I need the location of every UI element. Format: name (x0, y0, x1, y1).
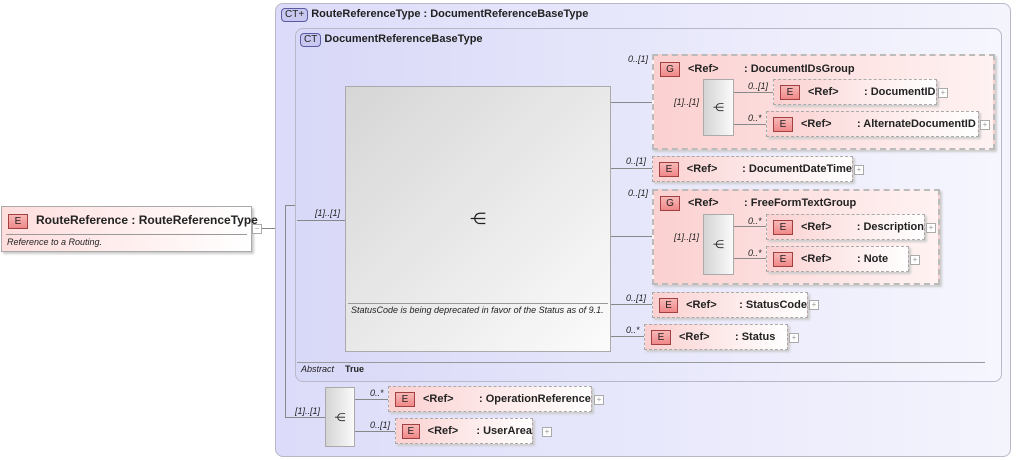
ref-label: <Ref> (427, 425, 459, 437)
element-description[interactable]: E <Ref> : Description (766, 214, 925, 240)
ref-label: <Ref> (679, 331, 710, 343)
ref-label: <Ref> (688, 197, 719, 209)
cardinality: 0..[1] (370, 420, 391, 430)
sequence-icon: ⋲ (713, 102, 724, 114)
element-status[interactable]: E <Ref> : Status (644, 324, 788, 350)
element-name: : OperationReference (479, 393, 591, 405)
element-name: : AlternateDocumentID (857, 118, 976, 130)
group-header: G <Ref> : DocumentIDsGroup (654, 56, 855, 82)
ref-label: <Ref> (801, 118, 832, 130)
element-badge: E (402, 423, 420, 439)
cardinality: [1]..[1] (315, 208, 341, 218)
expand-toggle[interactable]: + (542, 427, 552, 437)
element-name: : StatusCode (739, 299, 807, 311)
outer-type-title: RouteReferenceType : DocumentReferenceBa… (311, 8, 589, 20)
inner-type-title: DocumentReferenceBaseType (324, 33, 483, 45)
cardinality: 0..* (748, 113, 762, 123)
cardinality: 0..* (370, 388, 384, 398)
ref-label: <Ref> (801, 253, 832, 265)
root-description: Reference to a Routing. (7, 237, 103, 247)
sequence-compositor[interactable]: ⋲ (325, 387, 355, 447)
element-badge: E (8, 214, 28, 229)
element-name: : UserArea (476, 425, 532, 437)
sequence-compositor[interactable]: ⋲ (703, 79, 734, 136)
cardinality: 0..[1] (626, 293, 647, 303)
ref-label: <Ref> (808, 86, 839, 98)
cardinality: [1]..[1] (674, 232, 700, 242)
inner-title: CT DocumentReferenceBaseType (300, 33, 483, 47)
element-name: : DocumentID (864, 86, 936, 98)
element-operation-reference[interactable]: E <Ref> : OperationReference (388, 386, 592, 412)
expand-toggle[interactable]: + (789, 333, 799, 343)
sequence-compositor[interactable]: ⋲ (703, 214, 734, 275)
abstract-value: True (345, 364, 365, 374)
cardinality: 0..[1] (628, 54, 649, 64)
element-document-id[interactable]: E <Ref> : DocumentID (773, 79, 937, 105)
element-name: : Status (735, 331, 776, 343)
group-badge: G (660, 61, 680, 77)
abstract-label: Abstract (301, 364, 335, 374)
collapse-toggle[interactable]: − (252, 224, 262, 234)
outer-title: CT+ RouteReferenceType : DocumentReferen… (281, 8, 588, 22)
element-badge: E (773, 116, 793, 132)
element-user-area[interactable]: E <Ref> : UserArea (395, 418, 533, 444)
group-header: G <Ref> : FreeFormTextGroup (654, 190, 856, 216)
element-alternate-document-id[interactable]: E <Ref> : AlternateDocumentID (766, 111, 979, 137)
sequence-compositor[interactable]: ⋲ (345, 86, 611, 352)
expand-toggle[interactable]: + (809, 300, 819, 310)
sequence-icon: ⋲ (334, 411, 346, 424)
ct-badge: CT (300, 33, 322, 47)
element-badge: E (659, 297, 679, 313)
expand-toggle[interactable]: + (594, 395, 604, 405)
element-badge: E (651, 329, 671, 345)
expand-toggle[interactable]: + (980, 120, 990, 130)
element-badge: E (773, 219, 793, 235)
expand-toggle[interactable]: + (938, 88, 948, 98)
element-note[interactable]: E <Ref> : Note (766, 246, 909, 272)
element-badge: E (659, 161, 679, 177)
expand-toggle[interactable]: + (910, 255, 920, 265)
ct-extension-badge: CT+ (281, 8, 309, 22)
group-badge: G (660, 195, 680, 211)
ref-label: <Ref> (688, 63, 719, 75)
element-name: : Note (857, 253, 889, 265)
cardinality: 0..[1] (628, 188, 649, 198)
expand-toggle[interactable]: + (854, 165, 864, 175)
cardinality: [1]..[1] (295, 406, 321, 416)
element-badge: E (773, 251, 793, 267)
cardinality: 0..* (626, 325, 640, 335)
ref-label: <Ref> (686, 163, 718, 175)
element-name: : Description (856, 221, 924, 233)
element-badge: E (395, 391, 415, 407)
root-element[interactable]: E RouteReference : RouteReferenceType Ref… (1, 206, 258, 252)
expand-toggle[interactable]: + (926, 223, 936, 233)
annotation-text: StatusCode is being deprecated in favor … (351, 305, 604, 315)
element-document-date-time[interactable]: E <Ref> : DocumentDateTime (652, 156, 853, 182)
group-name: : FreeFormTextGroup (744, 197, 857, 209)
cardinality: 0..[1] (748, 81, 769, 91)
sequence-icon: ⋲ (713, 239, 724, 251)
sequence-icon: ⋲ (470, 211, 486, 228)
cardinality: 0..* (748, 216, 762, 226)
cardinality: [1]..[1] (674, 97, 700, 107)
root-type: : RouteReferenceType (131, 213, 258, 227)
ref-label: <Ref> (423, 393, 454, 405)
ref-label: <Ref> (800, 221, 832, 233)
element-status-code[interactable]: E <Ref> : StatusCode (652, 292, 808, 318)
element-name: : DocumentDateTime (742, 163, 852, 175)
ref-label: <Ref> (686, 299, 717, 311)
cardinality: 0..[1] (626, 156, 647, 166)
group-name: : DocumentIDsGroup (744, 63, 855, 75)
element-badge: E (780, 84, 800, 100)
cardinality: 0..* (748, 248, 762, 258)
root-name: RouteReference (36, 213, 129, 227)
